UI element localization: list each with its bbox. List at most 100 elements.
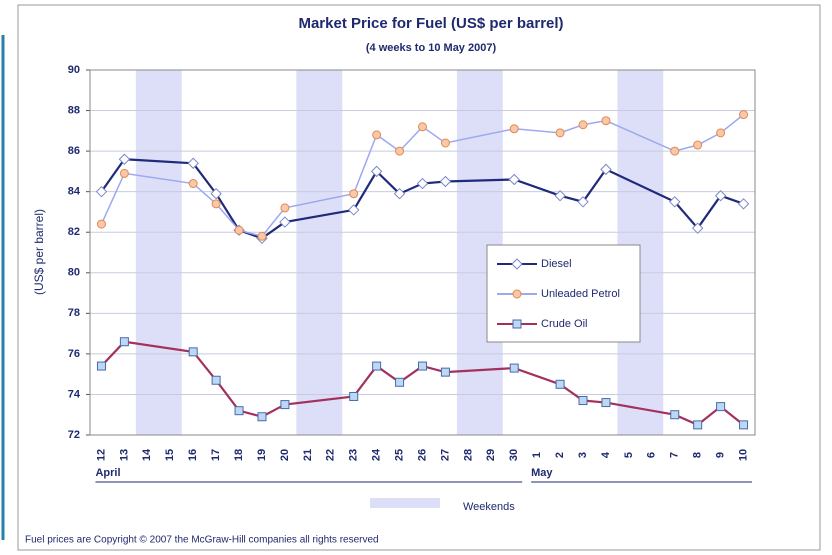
marker	[257, 412, 267, 422]
x-tick-label: 5	[623, 452, 635, 458]
y-tick-label: 86	[68, 145, 80, 157]
marker	[372, 361, 382, 371]
x-tick-label: 10	[737, 449, 749, 461]
month-label: April	[95, 467, 120, 479]
marker	[554, 190, 566, 202]
x-tick-label: 14	[141, 448, 153, 461]
y-tick-label: 82	[68, 226, 80, 238]
x-tick-label: 12	[95, 449, 107, 461]
marker	[118, 153, 131, 165]
marker	[716, 128, 726, 138]
y-axis-label: (US$ per barrel)	[32, 209, 46, 295]
x-tick-label: 21	[302, 449, 314, 461]
chart-title: Market Price for Fuel (US$ per barrel)	[298, 15, 563, 32]
x-tick-label: 2	[554, 452, 566, 458]
series-line	[100, 114, 745, 238]
x-tick-label: 16	[187, 449, 199, 461]
marker	[95, 185, 108, 198]
marker	[693, 420, 703, 430]
legend-marker	[512, 289, 522, 299]
marker	[418, 361, 427, 371]
marker	[601, 398, 611, 408]
marker	[280, 400, 290, 410]
plot-border	[89, 69, 756, 436]
legend-label: Unleaded Petrol	[541, 288, 620, 300]
weekend-band	[135, 70, 182, 435]
series-line	[100, 158, 744, 240]
marker	[119, 168, 129, 178]
marker	[257, 231, 267, 241]
x-tick-label: 1	[531, 452, 543, 458]
marker	[395, 146, 405, 156]
month-label: May	[531, 467, 553, 479]
marker	[210, 187, 222, 200]
marker	[370, 165, 383, 178]
marker	[349, 189, 359, 199]
marker	[439, 175, 452, 188]
x-tick-label: 26	[416, 449, 428, 461]
x-tick-label: 23	[348, 449, 360, 461]
marker	[416, 177, 429, 190]
marker	[279, 216, 291, 228]
x-tick-label: 19	[256, 449, 268, 461]
chart-subtitle: (4 weeks to 10 May 2007)	[366, 42, 497, 54]
marker	[555, 128, 565, 138]
marker	[693, 140, 703, 150]
y-tick-label: 74	[68, 388, 81, 400]
marker	[187, 157, 199, 169]
marker	[188, 179, 198, 189]
legend-label: Diesel	[541, 258, 572, 270]
marker	[372, 130, 382, 140]
x-tick-label: 7	[669, 452, 681, 458]
weekend-band	[296, 70, 343, 435]
marker	[119, 337, 129, 347]
marker	[280, 203, 290, 213]
x-tick-label: 28	[462, 449, 474, 461]
x-tick-label: 22	[325, 449, 337, 461]
y-tick-label: 72	[68, 429, 80, 441]
marker	[670, 146, 680, 156]
series-line	[100, 340, 745, 427]
marker	[601, 116, 611, 126]
marker	[714, 190, 727, 202]
y-tick-label: 84	[68, 186, 81, 198]
x-tick-label: 24	[371, 448, 383, 461]
legend-marker	[511, 258, 523, 270]
footer: Fuel prices are Copyright © 2007 the McG…	[25, 535, 379, 546]
x-tick-label: 6	[646, 452, 658, 458]
x-tick-label: 20	[279, 449, 291, 461]
marker	[578, 120, 588, 130]
marker	[508, 173, 520, 186]
marker	[211, 375, 221, 385]
marker	[577, 196, 589, 208]
marker	[188, 347, 198, 357]
shading-legend-swatch	[370, 498, 440, 508]
x-tick-label: 3	[577, 452, 589, 458]
x-tick-label: 30	[508, 449, 520, 461]
x-tick-label: 25	[393, 449, 405, 461]
marker	[440, 138, 450, 148]
x-tick-label: 17	[210, 449, 222, 461]
x-tick-label: 29	[485, 449, 497, 461]
marker	[418, 122, 427, 132]
marker	[691, 222, 704, 234]
y-tick-label: 76	[68, 348, 80, 360]
marker	[669, 196, 681, 208]
marker	[509, 124, 519, 134]
marker	[670, 410, 680, 420]
marker	[234, 225, 244, 235]
marker	[578, 396, 588, 406]
marker	[739, 110, 749, 120]
marker	[96, 361, 106, 371]
x-tick-label: 13	[118, 449, 130, 461]
marker	[393, 187, 406, 200]
marker	[395, 377, 405, 387]
legend-marker	[512, 319, 522, 329]
frame	[17, 4, 821, 551]
marker	[349, 391, 359, 401]
x-tick-label: 9	[715, 452, 727, 458]
marker	[555, 379, 565, 389]
y-tick-label: 78	[68, 307, 80, 319]
